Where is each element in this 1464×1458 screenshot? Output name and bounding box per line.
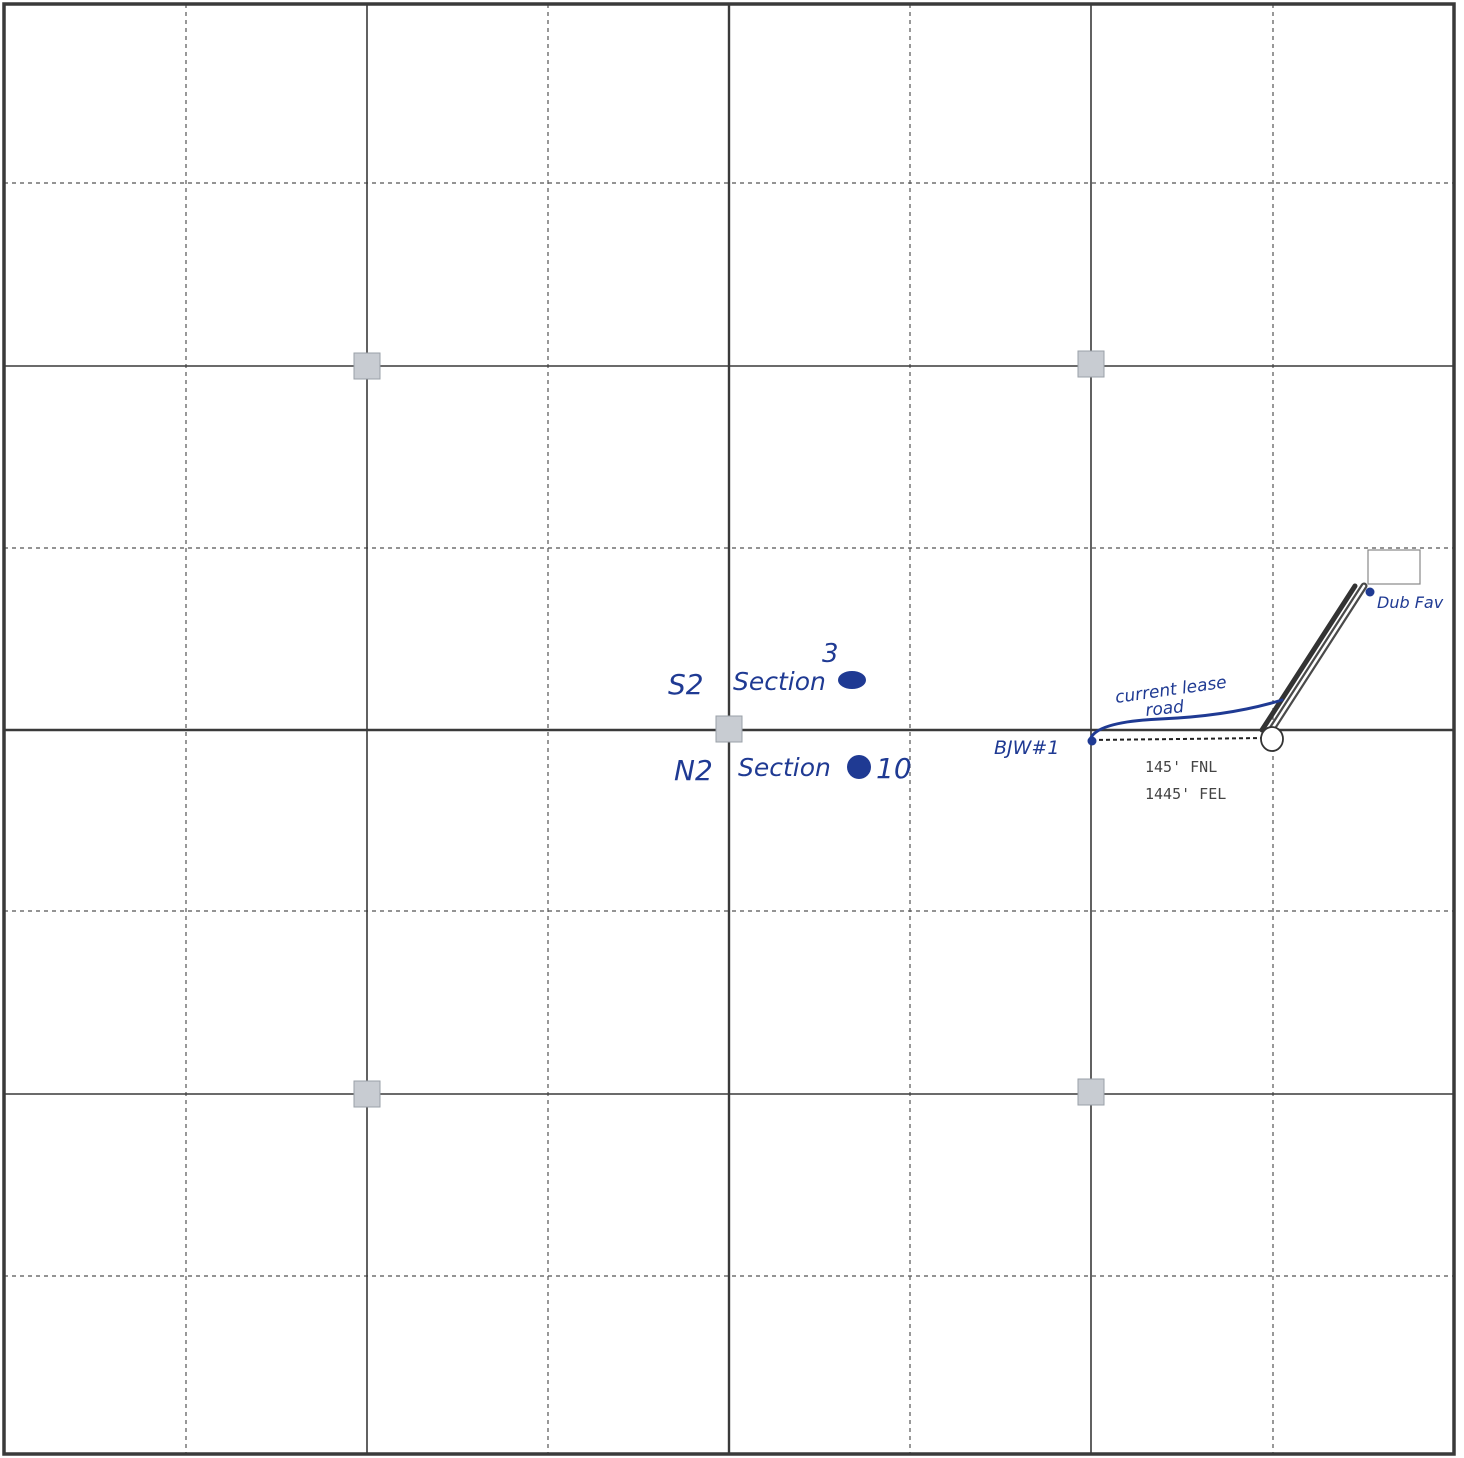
well-label: BJW#1 <box>994 737 1059 759</box>
footage-dotted-line <box>1091 737 1267 741</box>
filled-dot-icon <box>1087 736 1097 746</box>
square-marker-icon <box>715 715 743 743</box>
upper-section-word: Section <box>733 667 826 696</box>
filled-dot-icon <box>838 671 866 689</box>
footage-fnl: 145' FNL <box>1145 758 1217 776</box>
square-marker-icon <box>353 352 381 380</box>
facility-label: Dub Fav <box>1377 593 1444 612</box>
filled-dot-icon <box>1365 587 1375 597</box>
lower-section-prefix: N2 <box>674 754 713 787</box>
minor-grid <box>4 4 1454 1454</box>
square-marker-icon <box>1077 1078 1105 1106</box>
pipeline-corridor <box>1259 582 1368 739</box>
upper-section-number: 3 <box>822 639 839 669</box>
open-circle-icon <box>1260 726 1284 752</box>
upper-section-prefix: S2 <box>668 668 704 701</box>
lower-section-number: 10 <box>876 752 912 785</box>
square-marker-icon <box>353 1080 381 1108</box>
lower-section-word: Section <box>738 753 831 782</box>
facility-box <box>1367 549 1421 585</box>
current-lease-road <box>1088 698 1284 742</box>
corner-markers <box>353 350 1105 1108</box>
footage-fel: 1445' FEL <box>1145 785 1226 803</box>
filled-dot-icon <box>847 755 871 779</box>
square-marker-icon <box>1077 350 1105 378</box>
road-label-line2: road <box>1144 697 1185 721</box>
